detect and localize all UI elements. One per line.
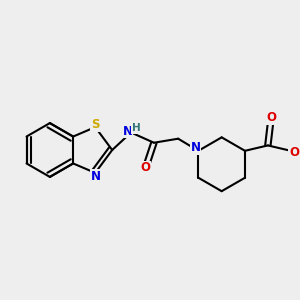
Text: O: O (289, 146, 299, 160)
Text: S: S (91, 118, 100, 131)
Text: N: N (191, 141, 201, 154)
Text: O: O (266, 111, 276, 124)
Text: N: N (91, 169, 101, 183)
Text: H: H (131, 124, 140, 134)
Text: N: N (123, 125, 133, 138)
Text: O: O (141, 161, 151, 174)
